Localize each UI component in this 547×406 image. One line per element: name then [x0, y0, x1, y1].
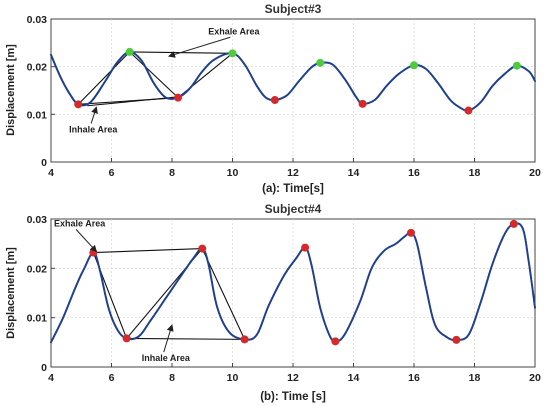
chart-a-markers	[74, 47, 521, 115]
chart-b-annotation-arrow	[75, 229, 98, 253]
chart-b-y-label: Displacement [m]	[5, 247, 17, 339]
chart-b-grid	[51, 219, 535, 367]
chart-a-x-tick-label: 8	[169, 167, 175, 179]
chart-a-area-line	[87, 96, 176, 107]
chart-a-valley-marker	[270, 96, 279, 105]
chart-b-x-tick-label: 20	[529, 372, 541, 384]
chart-b-x-tick-label: 18	[469, 372, 481, 384]
chart-b-annotation: Inhale Area	[142, 353, 191, 363]
chart-b-area-line	[93, 248, 203, 254]
chart-a-y-label: Displacement [m]	[5, 44, 17, 136]
chart-b-valley-marker	[240, 335, 249, 344]
chart-b-x-tick-label: 6	[109, 372, 115, 384]
chart-a-y-tick-label: 0.02	[27, 62, 48, 74]
chart-a-y-tick-label: 0	[41, 157, 47, 169]
chart-b-y-tick-label: 0.02	[27, 263, 48, 275]
chart-a-area-line	[129, 51, 179, 99]
chart-b-peak-marker	[89, 248, 98, 257]
chart-panel-b: Subject#4 4 6 8 10 12 14 16 18 20 00.010.020.03 …	[5, 202, 541, 403]
chart-a-x-label: (a): Time[s]	[262, 183, 324, 195]
chart-a-annotation: Exhale Area	[208, 26, 260, 36]
chart-b-y-tick-label: 0.03	[27, 214, 48, 226]
chart-b-x-ticks: 4 6 8 10 12 14 16 18 20	[48, 363, 541, 384]
chart-b-title: Subject#4	[265, 202, 322, 216]
chart-a-x-tick-label: 14	[348, 167, 360, 179]
chart-a-annotations: Exhale Area Inhale Area	[69, 26, 260, 134]
chart-b-annotation: Exhale Area	[54, 218, 106, 228]
chart-a-valley-marker	[174, 93, 183, 102]
chart-b-x-tick-label: 8	[169, 372, 175, 384]
chart-a-title: Subject#3	[265, 2, 322, 16]
chart-a-peak-marker	[316, 58, 325, 67]
chart-a-x-tick-label: 20	[529, 167, 541, 179]
chart-a-valley-marker	[358, 99, 367, 108]
chart-b-peak-marker	[509, 219, 518, 228]
chart-b-area-line	[126, 337, 245, 340]
chart-a-x-tick-label: 18	[469, 167, 481, 179]
chart-b-y-tick-label: 0.01	[27, 313, 48, 325]
chart-a-valley-marker	[74, 100, 83, 109]
chart-a-x-tick-label: 4	[48, 167, 54, 179]
chart-a-annotation-arrow	[168, 36, 231, 58]
chart-b-x-tick-label: 16	[408, 372, 420, 384]
chart-a-valley-marker	[464, 106, 473, 115]
chart-b-x-label: (b): Time [s]	[260, 391, 326, 403]
chart-b-valley-marker	[452, 335, 461, 344]
chart-a-x-tick-label: 12	[287, 167, 299, 179]
chart-b-y-tick-label: 0	[41, 362, 47, 374]
chart-a-grid	[51, 19, 535, 162]
chart-b-x-tick-label: 12	[287, 372, 299, 384]
chart-a-peak-marker	[228, 49, 237, 58]
chart-a-x-tick-label: 10	[227, 167, 239, 179]
chart-b-annotations: Exhale Area Inhale Area	[54, 218, 191, 363]
chart-a-y-tick-label: 0.01	[27, 109, 48, 121]
chart-b-valley-marker	[331, 337, 340, 346]
chart-b-peak-marker	[301, 243, 310, 252]
chart-a-peak-marker	[125, 47, 134, 56]
chart-b-valley-marker	[122, 334, 131, 343]
chart-a-annotation: Inhale Area	[69, 124, 118, 134]
chart-a-y-ticks: 0 0.01 0.02 0.03	[27, 14, 55, 169]
chart-a-plot-area	[50, 18, 536, 163]
chart-a-peak-marker	[512, 61, 521, 70]
chart-b-annotation-arrow	[163, 324, 174, 353]
chart-a-x-tick-label: 16	[408, 167, 420, 179]
chart-a-peak-marker	[410, 61, 418, 70]
chart-b-x-tick-label: 14	[348, 372, 360, 384]
chart-b-x-tick-label: 4	[48, 372, 54, 384]
chart-b-peak-marker	[406, 228, 415, 237]
chart-b-x-tick-label: 10	[227, 372, 239, 384]
chart-a-x-tick-label: 6	[109, 167, 115, 179]
chart-b-y-ticks: 0 0.01 0.02 0.03	[27, 214, 55, 374]
chart-a-annotation-arrow	[90, 106, 98, 124]
chart-a-x-ticks: 4 6 8 10 12 14 16 18 20	[48, 158, 541, 179]
chart-panel-a: Subject#3 4 6 8 10 12 14 16 18 20 00.010.020.03 …	[5, 2, 541, 195]
chart-a-y-tick-label: 0.03	[27, 14, 48, 26]
chart-b-peak-marker	[198, 244, 207, 253]
chart-a-area-line	[77, 51, 131, 105]
